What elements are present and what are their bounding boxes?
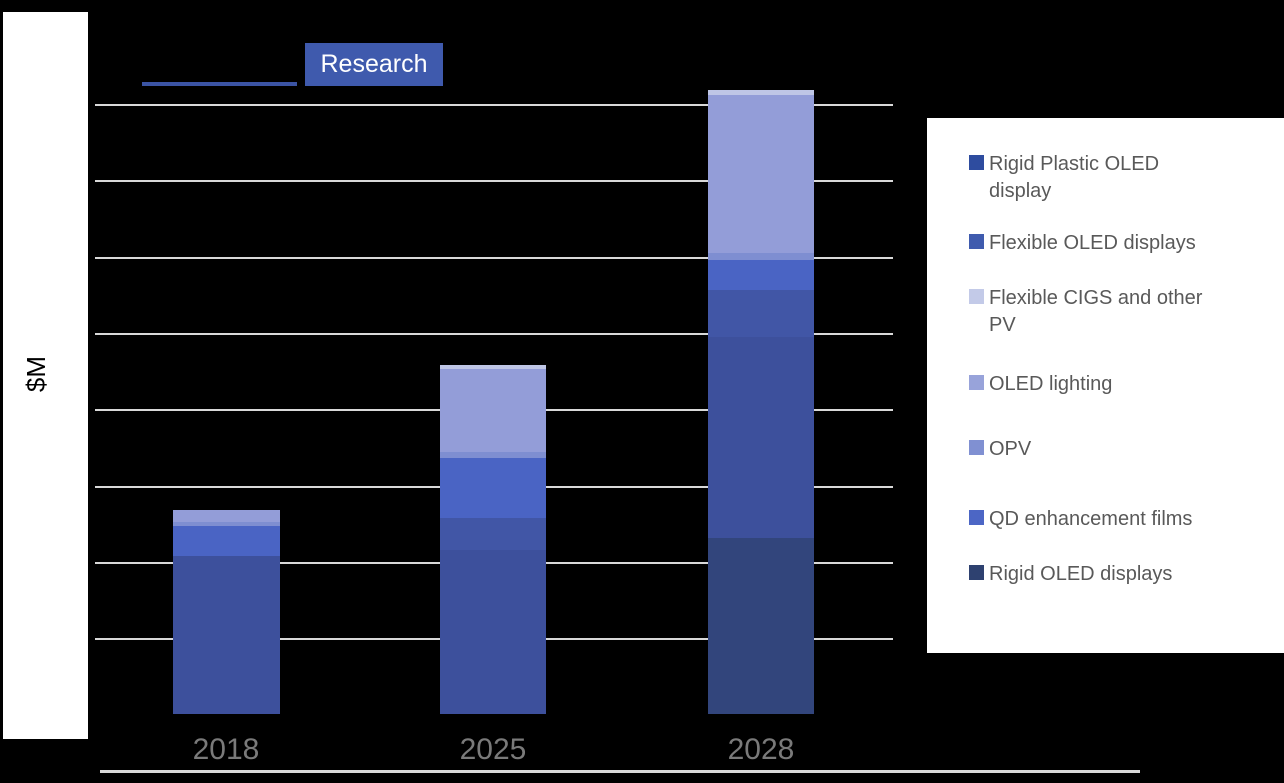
research-badge: Research xyxy=(305,43,443,86)
bar-segment-2018-qd-enhancement-films xyxy=(173,526,280,556)
bar-segment-2028-qd-enhancement-films xyxy=(708,260,814,290)
bar-segment-2018-oled-lighting xyxy=(173,510,280,522)
legend-box: Rigid Plastic OLED display Flexible OLED d… xyxy=(927,118,1284,653)
bar-segment-2025-rigid-plastic-oled-display xyxy=(440,550,546,714)
bar-segment-2028-flexible-cigs-and-other-pv xyxy=(708,90,814,95)
x-axis-label-2028: 2028 xyxy=(727,733,795,766)
bar-segment-2018-rigid-plastic-oled-display xyxy=(173,556,280,714)
bar-segment-2018-opv xyxy=(173,522,280,526)
legend-item-rigid-plastic-oled-display: Rigid Plastic OLED display xyxy=(969,151,1159,205)
bar-segment-2025-oled-lighting xyxy=(440,368,546,452)
gridline xyxy=(95,180,893,182)
research-label: Research xyxy=(320,50,428,78)
legend-item-flexible-cigs-and-other-pv: Flexible CIGS and other PV xyxy=(969,285,1202,339)
gridline xyxy=(95,333,893,335)
y-axis-panel xyxy=(3,12,88,739)
legend-swatch-icon xyxy=(969,510,984,525)
legend-label: Flexible OLED displays xyxy=(989,232,1196,254)
bar-segment-2025-flexible-oled-displays xyxy=(440,518,546,550)
legend-label: OLED lighting xyxy=(989,373,1113,395)
bar-segment-2028-rigid-oled-displays xyxy=(708,538,814,714)
legend-swatch-icon xyxy=(969,234,984,249)
x-axis-label-2025: 2025 xyxy=(459,733,527,766)
y-axis-title: $M xyxy=(21,355,51,393)
bar-segment-2028-opv xyxy=(708,253,814,260)
legend-label: Rigid Plastic OLED display xyxy=(989,153,1160,202)
bar-segment-2025-qd-enhancement-films xyxy=(440,458,546,518)
logo-underline xyxy=(142,82,297,86)
legend-label: Flexible CIGS and other PV xyxy=(989,287,1203,336)
legend-item-opv: OPV xyxy=(969,436,1031,463)
legend-item-qd-enhancement-films: QD enhancement films xyxy=(969,506,1192,533)
bar-segment-2025-opv xyxy=(440,452,546,458)
legend-label: OPV xyxy=(989,438,1032,460)
bar-segment-2028-rigid-plastic-oled-display xyxy=(708,337,814,538)
legend-swatch-icon xyxy=(969,440,984,455)
legend-item-rigid-oled-displays: Rigid OLED displays xyxy=(969,561,1172,588)
legend-swatch-icon xyxy=(969,565,984,580)
x-axis-label-2018: 2018 xyxy=(192,733,260,766)
legend-item-flexible-oled-displays: Flexible OLED displays xyxy=(969,230,1196,257)
legend-label: QD enhancement films xyxy=(989,508,1193,530)
legend-swatch-icon xyxy=(969,289,984,304)
bar-segment-2028-oled-lighting xyxy=(708,95,814,253)
bottom-divider-line xyxy=(100,770,1140,773)
gridline xyxy=(95,104,893,106)
bar-segment-2028-flexible-oled-displays xyxy=(708,290,814,337)
legend-swatch-icon xyxy=(969,375,984,390)
legend-swatch-icon xyxy=(969,155,984,170)
legend-item-oled-lighting: OLED lighting xyxy=(969,371,1112,398)
legend-label: Rigid OLED displays xyxy=(989,563,1173,585)
bar-segment-2025-flexible-cigs-and-other-pv xyxy=(440,365,546,369)
gridline xyxy=(95,257,893,259)
